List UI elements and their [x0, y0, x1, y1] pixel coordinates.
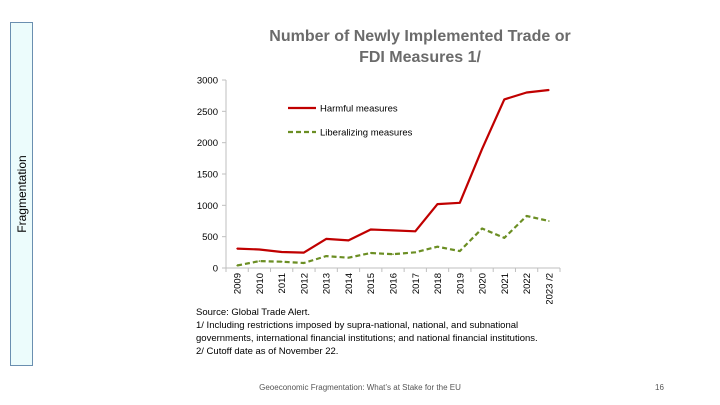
data-point [325, 238, 327, 240]
x-tick-label: 2023 /2 [544, 273, 555, 304]
data-point [280, 251, 283, 253]
y-tick-label: 3000 [197, 76, 218, 87]
x-tick-label: 2018 [433, 273, 444, 294]
data-point [414, 251, 417, 254]
data-point [548, 220, 550, 222]
footnote-1-line-1: 1/ Including restrictions imposed by sup… [196, 320, 519, 331]
data-point [436, 245, 439, 248]
chart-notes: Source: Global Trade Alert. 1/ Including… [196, 306, 596, 358]
y-tick-label: 0 [213, 264, 218, 275]
side-section-label: Fragmentation [14, 155, 29, 233]
legend-label-0: Harmful measures [320, 104, 398, 115]
data-point [525, 215, 528, 217]
chart-title-line-1: Number of Newly Implemented Trade or [269, 28, 571, 45]
data-point [258, 260, 261, 262]
y-tick-label: 2000 [197, 138, 218, 149]
data-point [481, 148, 483, 150]
data-point [258, 248, 261, 251]
data-point [525, 91, 528, 94]
x-tick-label: 2012 [299, 273, 310, 294]
x-tick-label: 2009 [233, 273, 244, 294]
data-point [392, 229, 394, 232]
footnote-1-line-2: governments, international financial ins… [196, 333, 538, 344]
line-chart: 0 500 1000 1500 2000 2500 3000 2009 2010 2011 2012… [197, 76, 561, 304]
x-tick-label: 2016 [389, 273, 400, 294]
data-point [459, 202, 461, 204]
data-point [548, 89, 550, 91]
data-point [436, 203, 439, 205]
source-note: Source: Global Trade Alert. [196, 307, 311, 318]
data-point [503, 98, 506, 101]
data-point [325, 255, 327, 257]
data-point [303, 251, 305, 254]
data-point [503, 237, 506, 239]
x-tick-label: 2011 [277, 273, 288, 293]
data-point [459, 250, 461, 252]
data-point [369, 252, 372, 254]
side-section-tab: Fragmentation [10, 22, 33, 366]
y-tick-label: 1000 [197, 201, 218, 212]
footnote-2: 2/ Cutoff date as of November 22. [196, 346, 339, 357]
y-tick-label: 1500 [197, 170, 218, 181]
data-point [280, 260, 283, 263]
data-point [414, 230, 417, 233]
data-point [347, 239, 350, 242]
data-point [236, 247, 238, 250]
x-tick-label: 2017 [411, 273, 422, 294]
x-tick-label: 2010 [255, 273, 266, 294]
chart-title-line-2: FDI Measures 1/ [359, 49, 481, 66]
data-point [481, 227, 483, 230]
x-tick-label: 2015 [366, 273, 377, 294]
slide-footer: Geoeconomic Fragmentation: What’s at Sta… [259, 383, 461, 392]
data-point [392, 253, 394, 256]
x-tick-label: 2022 [522, 273, 533, 294]
series-line-1 [236, 214, 550, 267]
chart-title: Number of Newly Implemented Trade or FDI… [230, 26, 610, 68]
x-tick-label: 2020 [478, 273, 489, 294]
legend-label-1: Liberalizing measures [320, 128, 413, 139]
y-tick-label: 2500 [197, 107, 218, 118]
x-tick-label: 2013 [322, 273, 333, 294]
data-point [236, 264, 238, 267]
data-point [303, 262, 305, 264]
data-point [369, 228, 372, 231]
x-tick-label: 2019 [455, 273, 466, 294]
data-point [347, 256, 350, 259]
x-tick-label: 2021 [500, 273, 511, 294]
y-tick-label: 500 [202, 232, 218, 243]
page-number: 16 [655, 383, 664, 392]
x-tick-label: 2014 [344, 273, 355, 294]
